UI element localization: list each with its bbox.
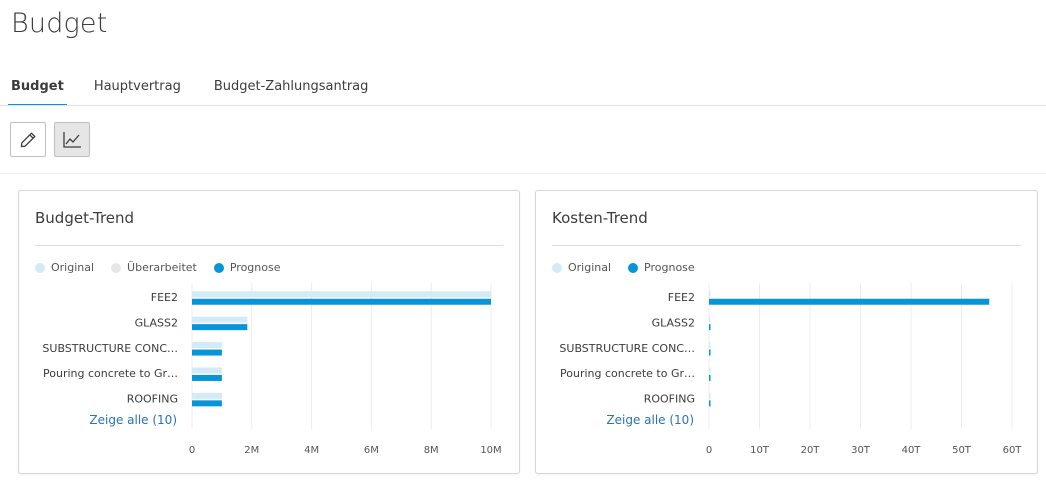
x-tick-label: 10M <box>480 445 501 456</box>
kosten-trend-card: Kosten-Trend Original Prognose 0 10T 20T 30… <box>535 190 1038 474</box>
x-tick-label: 4M <box>304 445 319 456</box>
show-all-link[interactable]: Zeige alle (10) <box>606 413 694 427</box>
x-tick-label: 40T <box>902 445 922 456</box>
tab-divider <box>0 105 1046 106</box>
page-title: Budget <box>11 8 108 39</box>
kosten-trend-title: Kosten-Trend <box>552 209 648 227</box>
legend-label: Überarbeitet <box>127 261 197 274</box>
bar-prognose <box>709 349 711 356</box>
legend-label: Original <box>51 261 95 274</box>
legend-label: Prognose <box>229 261 281 274</box>
bar-prognose <box>709 298 990 305</box>
edit-button[interactable] <box>10 122 46 157</box>
bar-original <box>192 367 222 374</box>
bar-prognose <box>192 374 222 381</box>
bar-prognose <box>709 374 711 381</box>
category-label: SUBSTRUCTURE CONC… <box>42 342 178 355</box>
category-label: FEE2 <box>151 291 178 304</box>
bar-original <box>192 392 222 399</box>
bar-prognose <box>709 324 711 331</box>
category-label: FEE2 <box>668 291 695 304</box>
bar-original <box>709 392 711 399</box>
x-tick-label: 2M <box>244 445 259 456</box>
card-separator <box>35 245 503 246</box>
budget-trend-chart: 0 2M 4M 6M 8M 10M FEE2 GLASS2 SUBSTRUCTURE CONC…… <box>42 283 502 456</box>
x-tick-label: 20T <box>801 445 821 456</box>
legend-dot-original <box>552 262 562 273</box>
category-label: Pouring concrete to Gr… <box>560 367 695 380</box>
x-tick-label: 50T <box>952 445 972 456</box>
bar-original <box>192 316 248 323</box>
category-label: ROOFING <box>127 393 178 406</box>
chart-view-button[interactable] <box>54 122 90 157</box>
legend-item-prognose[interactable]: Prognose <box>213 261 281 274</box>
line-chart-icon <box>63 131 81 148</box>
category-label: Pouring concrete to Gr… <box>43 367 178 380</box>
legend-item-prognose[interactable]: Prognose <box>628 261 695 274</box>
budget-trend-legend: Original Überarbeitet Prognose <box>35 261 280 274</box>
kosten-trend-legend: Original Prognose <box>552 261 695 274</box>
legend-dot-original <box>35 262 45 273</box>
category-label: SUBSTRUCTURE CONC… <box>559 342 695 355</box>
bar-original <box>192 342 222 349</box>
bar-original <box>709 367 711 374</box>
bar-prognose <box>192 324 248 331</box>
kosten-trend-chart: 0 10T 20T 30T 40T 50T 60T FEE2 GLASS2 SUBSTRUCTUR… <box>559 283 1023 456</box>
card-separator <box>552 245 1021 246</box>
legend-item-ueberarbeitet[interactable]: Überarbeitet <box>111 261 197 274</box>
x-tick-label: 6M <box>364 445 379 456</box>
tab-hauptvertrag[interactable]: Hauptvertrag <box>93 79 181 94</box>
tab-budget[interactable]: Budget <box>8 72 67 106</box>
x-tick-label: 60T <box>1003 445 1023 456</box>
budget-trend-card: Budget-Trend Original Überarbeitet Progn… <box>18 190 520 474</box>
x-tick-label: 0 <box>189 445 195 456</box>
legend-dot-ueberarbeitet <box>111 262 122 273</box>
category-label: GLASS2 <box>135 316 178 329</box>
bar-prognose <box>192 349 222 356</box>
toolbar-divider <box>0 173 1046 174</box>
bar-prognose <box>192 298 491 305</box>
legend-item-original[interactable]: Original <box>552 261 611 274</box>
legend-label: Original <box>568 261 612 274</box>
bar-original <box>709 291 711 298</box>
bar-original <box>709 316 711 323</box>
tab-bar: Budget Hauptvertrag Budget-Zahlungsantra… <box>8 72 401 106</box>
pencil-icon <box>20 132 36 147</box>
x-tick-label: 0 <box>706 445 712 456</box>
toolbar <box>10 122 90 157</box>
x-tick-label: 30T <box>851 445 871 456</box>
budget-trend-title: Budget-Trend <box>35 209 135 227</box>
legend-item-original[interactable]: Original <box>35 261 94 274</box>
x-tick-label: 10T <box>750 445 770 456</box>
legend-dot-prognose <box>628 262 639 273</box>
x-tick-label: 8M <box>424 445 439 456</box>
category-label: GLASS2 <box>652 316 695 329</box>
tab-budget-zahlungsantrag[interactable]: Budget-Zahlungsantrag <box>213 79 369 94</box>
bar-original <box>709 342 711 349</box>
bar-original <box>192 291 491 298</box>
category-label: ROOFING <box>644 393 695 406</box>
legend-label: Prognose <box>644 261 695 274</box>
legend-dot-prognose <box>213 262 224 273</box>
bar-prognose <box>192 400 222 407</box>
bar-prognose <box>709 400 711 407</box>
show-all-link[interactable]: Zeige alle (10) <box>89 413 177 427</box>
